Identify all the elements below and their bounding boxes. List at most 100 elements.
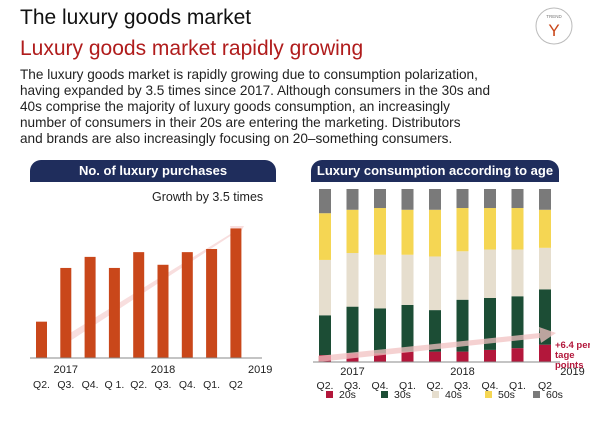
stack-seg-20s	[456, 351, 469, 362]
logo-top-text: TREND	[546, 14, 562, 19]
percentage-annotation: tage	[555, 350, 575, 361]
stack-seg-60s	[484, 189, 496, 209]
legend-swatch	[432, 391, 439, 398]
legend-label: 60s	[546, 389, 563, 401]
stack-seg-40s	[511, 249, 524, 297]
legend-swatch	[533, 391, 540, 398]
stack-seg-30s	[401, 304, 414, 352]
x-tick-label: Q2.	[33, 379, 50, 391]
bar-purchases	[206, 248, 218, 358]
x-tick-label: Q2	[229, 379, 243, 391]
stack-seg-40s	[319, 259, 331, 316]
year-label: 2018	[450, 366, 474, 378]
stack-seg-20s	[429, 351, 441, 362]
stack-seg-50s	[429, 209, 441, 257]
stack-seg-50s	[484, 208, 496, 250]
body-line: 40s comprise the majority of luxury good…	[20, 99, 450, 114]
trend-y-logo-icon: TREND Y	[535, 7, 573, 45]
x-tick-label: Q3.	[454, 380, 471, 392]
bar-purchases	[84, 256, 96, 358]
body-paragraph: The luxury goods market is rapidly growi…	[20, 67, 530, 147]
legend-label: 40s	[445, 389, 462, 401]
stack-seg-20s	[374, 353, 386, 362]
x-tick-label: Q2	[538, 380, 552, 392]
bar-purchases	[230, 228, 242, 358]
bar-purchases	[36, 321, 47, 358]
stack-seg-60s	[456, 189, 469, 209]
percentage-annotation: +6.4 percen-	[555, 340, 590, 351]
x-tick-label: Q4.	[482, 380, 499, 392]
stack-seg-30s	[346, 306, 359, 354]
x-tick-label: Q4.	[179, 379, 196, 391]
x-tick-label: Q2.	[317, 380, 334, 392]
stack-seg-40s	[429, 256, 441, 311]
year-label: 2019	[248, 364, 272, 376]
stack-seg-30s	[374, 308, 386, 354]
x-tick-label: Q 1.	[104, 379, 124, 391]
stack-seg-50s	[319, 213, 331, 260]
stack-seg-50s	[456, 208, 469, 252]
stack-seg-30s	[319, 315, 331, 356]
body-line: The luxury goods market is rapidly growi…	[20, 67, 478, 82]
page-subtitle: Luxury goods market rapidly growing	[20, 37, 364, 60]
stack-seg-60s	[401, 189, 414, 210]
bar-purchases	[133, 252, 145, 358]
legend-swatch	[326, 391, 333, 398]
x-tick-label: Q3.	[344, 380, 361, 392]
logo-letter: Y	[548, 21, 559, 40]
stack-seg-50s	[539, 209, 551, 248]
bar-purchases	[157, 264, 169, 358]
growth-annotation: Growth by 3.5 times	[152, 190, 263, 204]
stack-seg-30s	[484, 297, 496, 350]
stack-seg-50s	[346, 209, 359, 254]
growth-arrow-shape	[62, 226, 244, 345]
legend-label: 20s	[339, 389, 356, 401]
x-tick-label: Q3.	[155, 379, 172, 391]
x-tick-label: Q3.	[57, 379, 74, 391]
bar-purchases	[181, 252, 193, 358]
stack-seg-20s	[539, 344, 551, 362]
stack-seg-20s	[401, 351, 414, 362]
stack-seg-30s	[429, 310, 441, 352]
stack-seg-40s	[456, 251, 469, 300]
stack-seg-60s	[346, 189, 359, 210]
stack-seg-60s	[374, 189, 386, 209]
stack-seg-20s	[511, 348, 524, 362]
stack-seg-20s	[484, 349, 496, 362]
stack-seg-40s	[346, 253, 359, 307]
body-line: and brands are also increasingly focusin…	[20, 131, 453, 146]
body-line: number of consumers in their 20s are ent…	[20, 115, 461, 130]
x-tick-label: Q4.	[372, 380, 389, 392]
stack-seg-60s	[319, 189, 331, 214]
year-label: 2017	[54, 364, 78, 376]
stack-seg-60s	[511, 189, 524, 209]
x-tick-label: Q2.	[130, 379, 147, 391]
stack-seg-60s	[429, 189, 441, 210]
legend-swatch	[485, 391, 492, 398]
stack-seg-40s	[401, 254, 414, 305]
x-tick-label: Q2.	[427, 380, 444, 392]
x-tick-label: Q1.	[203, 379, 220, 391]
year-label: 2018	[151, 364, 175, 376]
left-chart-title: No. of luxury purchases	[30, 160, 276, 182]
x-tick-label: Q4.	[82, 379, 99, 391]
bar-purchases	[108, 267, 120, 358]
percentage-annotation: points	[555, 360, 584, 371]
stack-seg-40s	[539, 247, 551, 290]
bar-purchases	[60, 267, 72, 358]
stack-seg-40s	[484, 249, 496, 298]
stack-seg-40s	[374, 254, 386, 309]
x-tick-label: Q1.	[399, 380, 416, 392]
year-label: 2019	[560, 366, 584, 378]
legend-swatch	[381, 391, 388, 398]
right-chart-title: Luxury consumption according to age grou…	[311, 160, 559, 200]
stack-seg-30s	[456, 299, 469, 352]
stack-seg-60s	[539, 189, 551, 210]
trend-arrow-shape	[318, 327, 556, 362]
stack-seg-50s	[511, 208, 524, 250]
legend-label: 30s	[394, 389, 411, 401]
x-tick-label: Q1.	[509, 380, 526, 392]
year-label: 2017	[340, 366, 364, 378]
page-title: The luxury goods market	[20, 6, 252, 29]
